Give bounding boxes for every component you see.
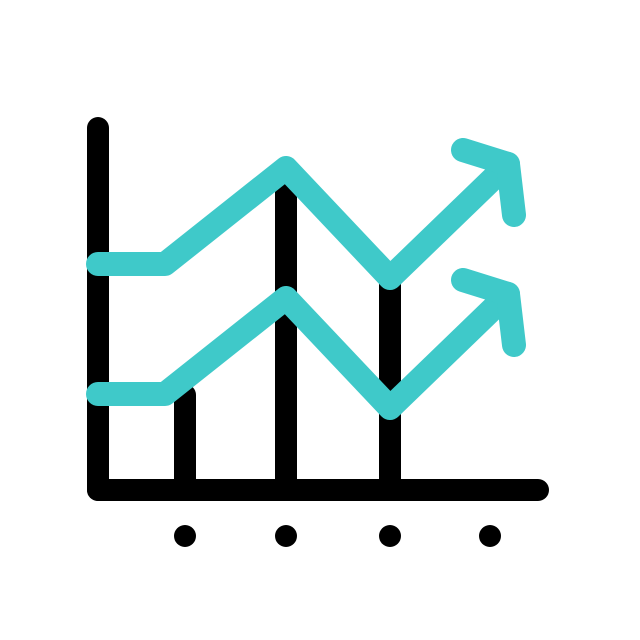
line-chart-icon bbox=[0, 0, 640, 640]
x-axis-dots bbox=[174, 525, 501, 547]
x-dot-3 bbox=[379, 525, 401, 547]
trend-lines-group bbox=[98, 150, 514, 408]
x-dot-1 bbox=[174, 525, 196, 547]
x-dot-4 bbox=[479, 525, 501, 547]
x-dot-2 bbox=[275, 525, 297, 547]
trend-line-upper bbox=[98, 164, 508, 278]
trend-line-lower bbox=[98, 294, 508, 408]
chart-svg bbox=[0, 0, 640, 640]
